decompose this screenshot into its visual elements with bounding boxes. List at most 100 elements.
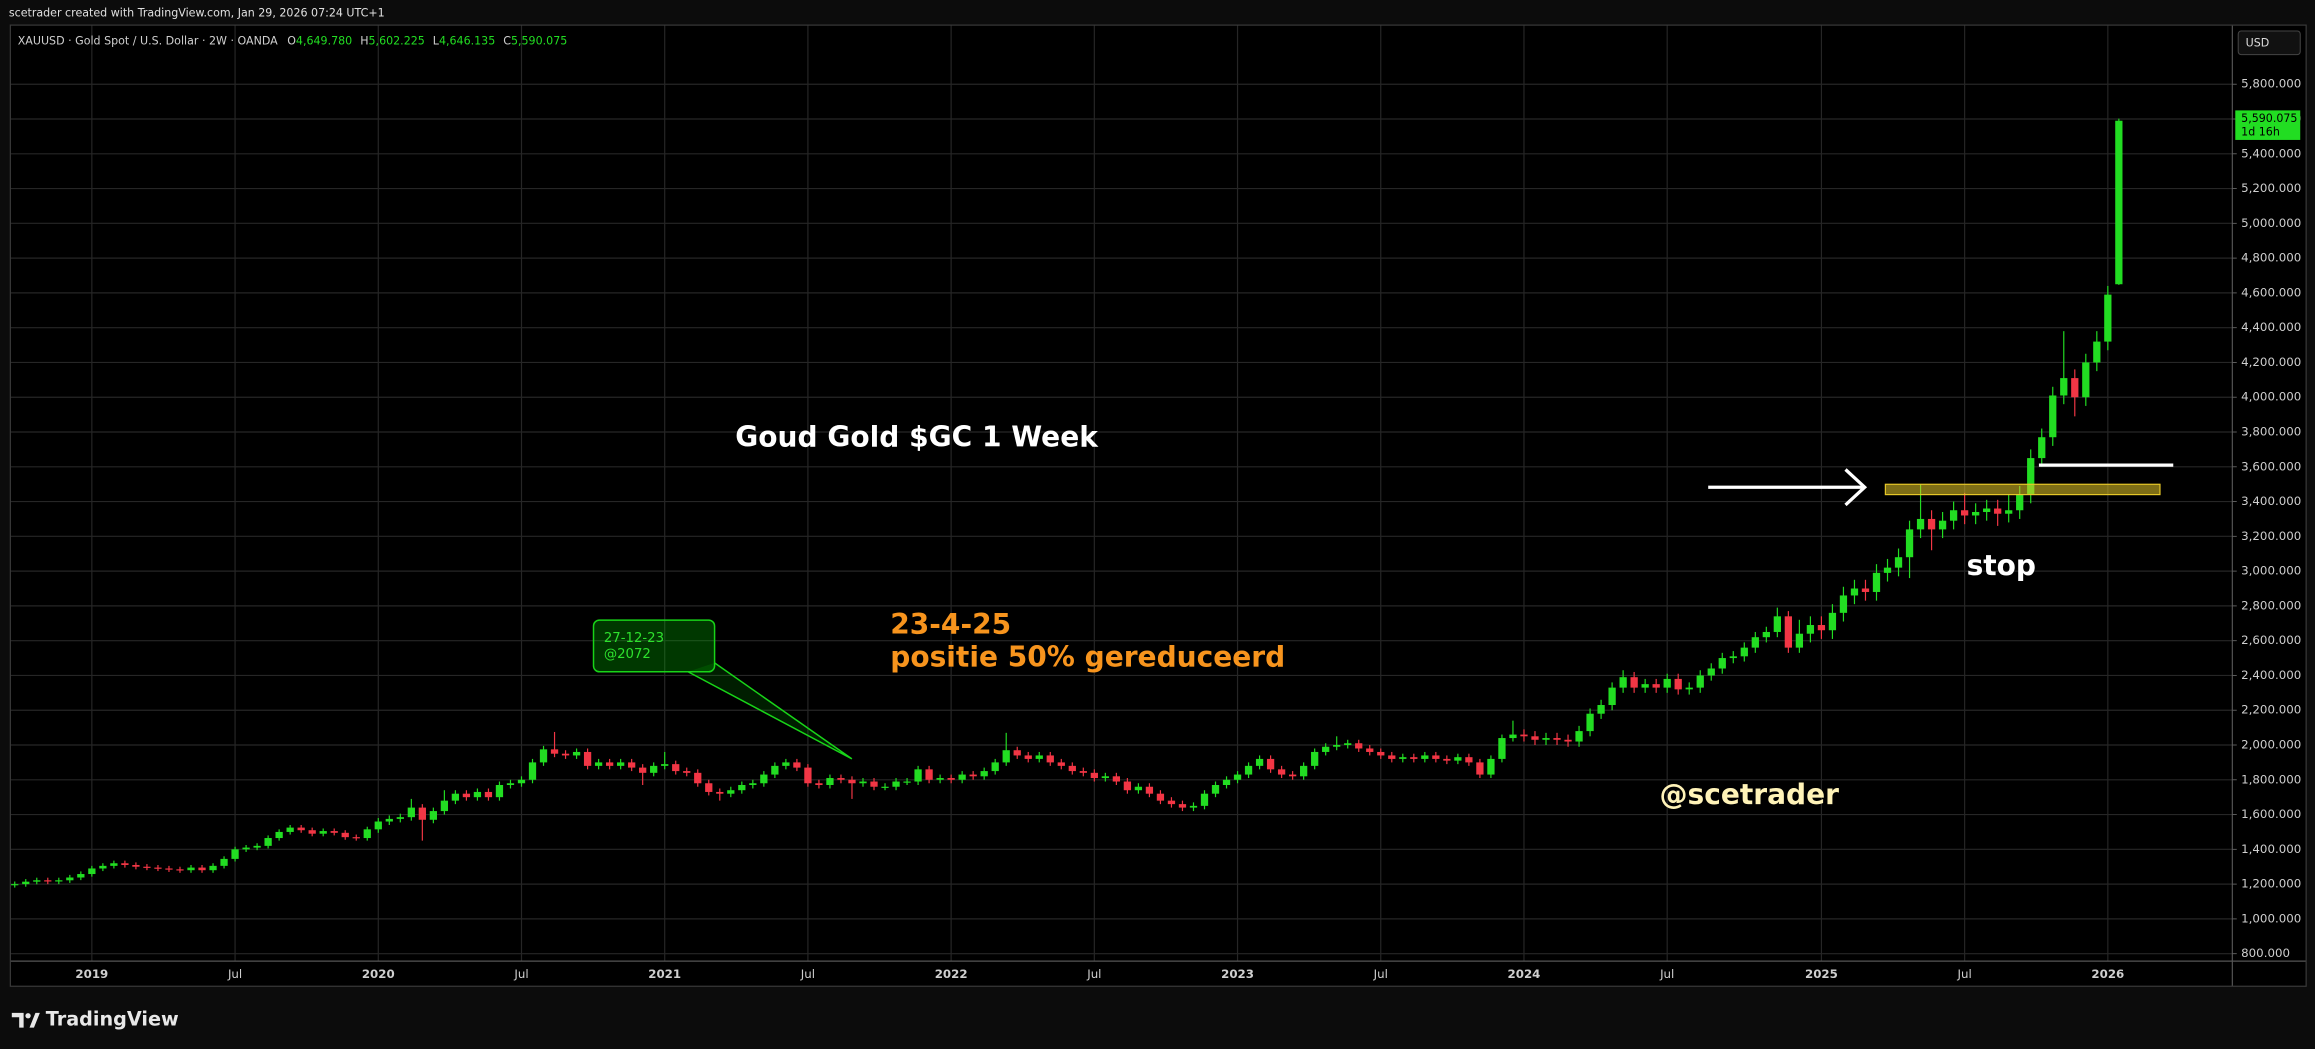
candle-body bbox=[22, 881, 30, 885]
candle-body bbox=[253, 845, 261, 848]
candle-body bbox=[815, 783, 823, 785]
y-tick-label: 2,800.000 bbox=[2241, 598, 2301, 612]
ohlc-value: 4,649.780 bbox=[296, 34, 352, 47]
candle-body bbox=[2005, 510, 2013, 514]
ohlc-key: O bbox=[287, 34, 296, 47]
y-tick-label: 3,600.000 bbox=[2241, 459, 2301, 473]
currency-button[interactable] bbox=[2237, 30, 2301, 56]
candle-body bbox=[1883, 567, 1892, 573]
candle-body bbox=[1938, 520, 1947, 530]
x-tick-label: 2021 bbox=[648, 967, 681, 981]
candle-body bbox=[154, 867, 162, 869]
candle-body bbox=[1443, 758, 1451, 761]
candle-body bbox=[1652, 684, 1660, 688]
candle-body bbox=[1806, 625, 1815, 634]
logo-mark bbox=[29, 1012, 40, 1028]
candle-body bbox=[1002, 750, 1010, 763]
candle-body bbox=[1498, 738, 1506, 759]
candle-body bbox=[1200, 793, 1209, 806]
candle-body bbox=[1123, 781, 1132, 791]
candle-body bbox=[473, 791, 482, 798]
handle: @scetrader bbox=[1659, 778, 1839, 811]
candle-body bbox=[727, 790, 735, 794]
candle-body bbox=[1983, 508, 1991, 512]
chart-title: Goud Gold $GC 1 Week bbox=[735, 420, 1099, 453]
candle-body bbox=[396, 817, 404, 819]
zone-box bbox=[1884, 483, 2161, 496]
candle-body bbox=[1222, 779, 1231, 785]
candle-body bbox=[1432, 755, 1440, 759]
y-tick-label: 1,000.000 bbox=[2241, 911, 2301, 925]
candle-body bbox=[958, 774, 966, 780]
candle-body bbox=[209, 865, 217, 871]
candle-body bbox=[2016, 494, 2024, 511]
y-tick-label: 5,400.000 bbox=[2241, 146, 2301, 160]
candle-body bbox=[1751, 637, 1759, 648]
candle-body bbox=[1509, 734, 1517, 739]
y-tick-label: 5,800.000 bbox=[2241, 77, 2301, 91]
candle-body bbox=[1035, 755, 1043, 759]
candle-body bbox=[1740, 647, 1748, 657]
candle-body bbox=[661, 764, 669, 766]
candle-body bbox=[1729, 656, 1737, 659]
x-tick-label: 2026 bbox=[2091, 967, 2124, 981]
candle-body bbox=[991, 762, 999, 772]
ohlc-value: 4,646.135 bbox=[439, 34, 495, 47]
x-tick-label: Jul bbox=[1659, 967, 1674, 981]
candle-body bbox=[969, 774, 977, 777]
candle-body bbox=[980, 771, 988, 777]
x-tick-label: Jul bbox=[800, 967, 815, 981]
pane-border bbox=[9, 24, 2307, 987]
candle-body bbox=[1575, 731, 1583, 742]
candle-body bbox=[947, 778, 955, 780]
candle-body bbox=[44, 880, 52, 882]
candle-body bbox=[881, 786, 889, 788]
candle-body bbox=[220, 858, 228, 866]
candle-body bbox=[2082, 362, 2090, 398]
candle-body bbox=[716, 791, 724, 794]
candle-body bbox=[1972, 511, 1980, 516]
candle-body bbox=[1762, 631, 1770, 638]
candle-body bbox=[297, 827, 305, 831]
candle-body bbox=[176, 869, 184, 871]
candle-body bbox=[771, 765, 779, 775]
candle-body bbox=[628, 762, 636, 768]
candle-body bbox=[1101, 776, 1109, 779]
y-tick-label: 3,800.000 bbox=[2241, 425, 2301, 439]
candle-body bbox=[1355, 743, 1363, 749]
brand-name: TradingView bbox=[46, 1008, 179, 1031]
candle-body bbox=[55, 880, 63, 882]
candle-body bbox=[561, 753, 570, 756]
candle-body bbox=[903, 781, 911, 783]
candle-body bbox=[1685, 687, 1693, 690]
candle-body bbox=[1663, 678, 1671, 688]
candle-body bbox=[495, 784, 504, 798]
x-tick-label: 2023 bbox=[1221, 967, 1254, 981]
candle-body bbox=[1916, 518, 1925, 530]
y-tick-label: 800.000 bbox=[2241, 946, 2290, 960]
candle-body bbox=[1255, 758, 1264, 766]
symbol-legend: XAUUSD · Gold Spot / U.S. Dollar · 2W · … bbox=[18, 34, 568, 47]
arrow-head bbox=[1844, 468, 1868, 507]
candle-body bbox=[1322, 746, 1330, 752]
candle-body bbox=[484, 791, 493, 798]
candle-body bbox=[11, 884, 19, 886]
candle-body bbox=[583, 751, 592, 766]
candle-body bbox=[1189, 805, 1198, 808]
candle-body bbox=[572, 751, 581, 756]
candle-body bbox=[517, 779, 526, 784]
logo-mark bbox=[11, 1012, 24, 1028]
candle-body bbox=[330, 831, 338, 833]
candle-body bbox=[1641, 684, 1649, 688]
x-tick-label: 2019 bbox=[75, 967, 108, 981]
candle-body bbox=[1244, 765, 1253, 775]
candle-body bbox=[1410, 757, 1418, 759]
candle-body bbox=[1564, 739, 1572, 742]
candle-body bbox=[2027, 458, 2035, 495]
candle-body bbox=[1079, 771, 1087, 773]
candle-body bbox=[683, 771, 691, 773]
y-tick-label: 5,000.000 bbox=[2241, 216, 2301, 230]
y-tick-label: 4,600.000 bbox=[2241, 285, 2301, 299]
candle-body bbox=[749, 783, 757, 785]
callout-text: 27-12-23 bbox=[604, 631, 664, 646]
